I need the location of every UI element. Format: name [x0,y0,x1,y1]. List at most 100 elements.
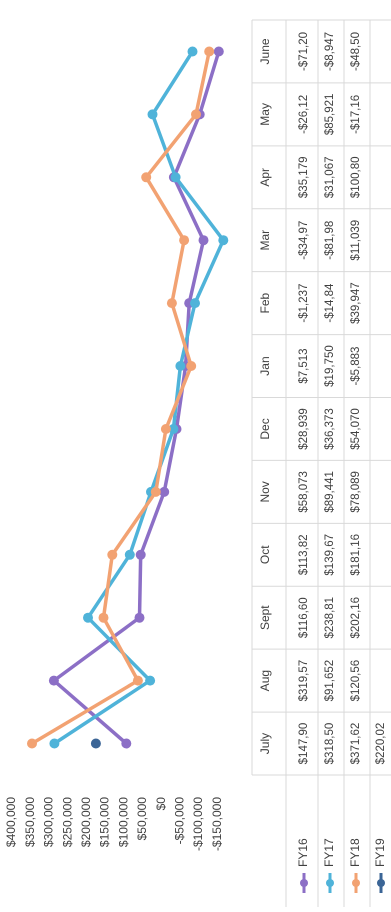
category-header: July Aug Sept Oct Nov Dec Jan Feb Mar Apr May June [258,38,272,754]
y-tick-label: -$150,000 [210,797,224,851]
table-cell: $28,939 [298,408,310,450]
category-label: May [258,103,272,126]
legend-label: FY18 [348,838,362,867]
category-label: July [258,733,272,754]
legend-swatch-marker [300,879,308,887]
table-cell: $319,57 [298,660,310,702]
data-point-fy18 [191,109,201,120]
y-tick-label: $250,000 [60,797,74,847]
y-tick-label: $400,000 [4,797,18,847]
data-point-fy17 [49,738,60,749]
table-cell: -$34,97 [298,221,310,260]
category-label: June [258,38,272,64]
y-tick-label: $300,000 [42,797,56,847]
data-point-fy16 [198,235,209,246]
series-line-fy16 [52,49,221,746]
table-cell: $91,652 [324,660,336,702]
category-label: Nov [258,481,272,502]
data-point-fy19 [90,738,101,749]
legend-swatch-marker [377,879,385,887]
series-line-fy18 [30,49,211,746]
table-cell: $31,067 [324,157,336,199]
table-cell: -$17,16 [350,95,362,134]
data-point-fy18 [27,738,37,749]
y-tick-label: $50,000 [135,797,149,841]
table-cell: $220,02 [375,723,387,765]
table-cell: $39,947 [350,282,362,324]
table-cell: $19,750 [324,345,336,387]
category-label: Jan [258,356,272,375]
table-cell: $318,50 [324,723,336,765]
table-cell: $116,60 [298,597,310,638]
data-point-fy18 [204,46,215,57]
table-cell: $11,039 [350,220,362,261]
category-label: Feb [258,292,272,313]
category-label: Oct [258,545,272,564]
data-point-fy18 [179,235,190,246]
data-point-fy16 [121,738,132,749]
data-point-fy18 [160,424,171,434]
table-cell: $36,373 [324,408,336,450]
table-cell: $58,073 [298,471,310,513]
y-tick-label: $0 [154,797,168,811]
table-cell: $113,82 [298,534,310,575]
table-cell: $85,921 [324,94,336,136]
data-point-fy17 [145,675,156,686]
y-tick-label: $350,000 [23,797,37,847]
y-tick-label: -$50,000 [172,797,186,845]
category-label: Apr [258,168,272,187]
table-cell: $238,81 [324,597,336,639]
legend: FY16 FY17 FY18 FY19 [296,838,387,893]
table-cell: $78,089 [350,471,362,513]
data-point-fy16 [134,612,145,623]
data-point-fy17 [170,172,181,183]
table-cell: -$1,237 [298,284,310,323]
legend-swatch-marker [326,879,334,887]
table-cell: -$26,12 [298,95,310,134]
y-tick-label: $200,000 [79,797,93,847]
data-point-fy17 [168,424,179,434]
table-cell: -$8,947 [324,32,336,71]
table-cell: $54,070 [350,408,362,450]
table-cell: -$81,98 [324,221,336,260]
data-point-fy18 [98,612,109,623]
y-axis: $400,000 $350,000 $300,000 $250,000 $200,000… [4,797,224,851]
table-cell: $202,16 [350,597,362,639]
table-cell: -$48,50 [350,32,362,71]
table-cell: $35,179 [298,157,310,199]
legend-swatch-marker [352,879,360,887]
table-cell: -$14,84 [324,283,336,323]
data-point-fy18 [107,549,118,560]
data-point-fy17 [147,109,158,120]
category-label: Dec [258,418,272,439]
data-point-fy18 [132,675,143,686]
data-point-fy17 [218,235,229,246]
data-point-fy17 [124,549,135,560]
table-cell: $120,56 [350,660,362,702]
table-cell: $147,90 [298,723,310,765]
table-cell: $100,80 [350,157,362,199]
data-point-fy18 [166,298,177,309]
category-label: Mar [258,230,272,251]
data-point-fy17 [175,361,186,371]
y-tick-label: -$100,000 [191,797,205,851]
data-point-fy17 [83,612,93,623]
data-point-fy16 [213,46,224,57]
table-cell: $181,16 [350,534,362,576]
legend-label: FY17 [322,838,336,867]
series-line-fy17 [52,49,226,746]
y-tick-label: $150,000 [98,797,112,847]
gridlines [251,19,391,907]
data-point-fy18 [150,486,161,497]
table-cell: $139,67 [324,534,336,576]
legend-label: FY16 [296,838,310,867]
data-table: $147,90 $319,57 $116,60 $113,82 $58,073 $28,9… [298,32,387,764]
table-cell: $371,62 [350,723,362,765]
data-point-fy16 [159,486,170,497]
table-cell: $7,513 [298,348,310,383]
data-point-fy16 [135,549,146,560]
category-label: Sept [258,605,272,630]
table-cell: $89,441 [324,471,336,513]
